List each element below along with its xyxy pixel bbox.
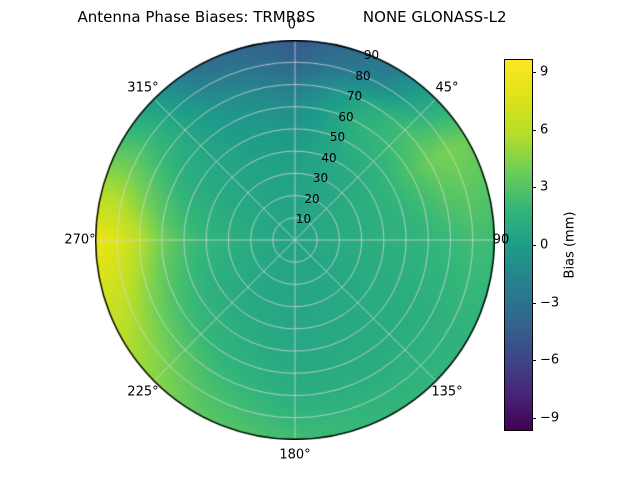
colorbar-axis-label: Bias (mm) xyxy=(562,211,578,279)
colorbar-tick-mark xyxy=(532,417,536,419)
zenith-tick-label: 20 xyxy=(304,191,320,206)
azimuth-tick-label: 270° xyxy=(64,232,96,248)
zenith-tick-label: 40 xyxy=(321,150,337,165)
colorbar-tick-mark xyxy=(532,187,536,189)
chart-title: Antenna Phase Biases: TRMR8S NONE GLONAS… xyxy=(77,8,507,26)
azimuth-tick-label: 315° xyxy=(127,80,159,96)
zenith-tick-label: 50 xyxy=(329,130,346,145)
colorbar-tick-label: −3 xyxy=(540,295,560,310)
colorbar-tick-label: 0 xyxy=(540,237,549,253)
colorbar-tick-mark xyxy=(532,360,536,362)
zenith-tick-label: 30 xyxy=(312,171,329,186)
colorbar-tick-label: 3 xyxy=(540,179,549,195)
azimuth-tick-label: 0° xyxy=(287,17,303,33)
colorbar-tick-mark xyxy=(532,129,536,131)
colorbar-tick-mark xyxy=(532,72,536,74)
zenith-tick-label: 10 xyxy=(295,212,312,227)
colorbar-tick-label: −6 xyxy=(540,352,560,368)
azimuth-tick-label: 90 xyxy=(492,232,510,248)
colorbar-tick-mark xyxy=(532,245,536,246)
colorbar-tick-label: 9 xyxy=(540,64,549,80)
azimuth-tick-label: 225° xyxy=(127,384,159,400)
colorbar-canvas xyxy=(504,59,533,431)
zenith-tick-label: 70 xyxy=(346,89,363,104)
colorbar-tick-label: −9 xyxy=(540,410,560,426)
colorbar-tick-label: 6 xyxy=(540,122,549,138)
zenith-tick-label: 80 xyxy=(355,68,371,83)
zenith-tick-label: 90 xyxy=(363,48,380,63)
azimuth-tick-label: 135° xyxy=(431,384,463,400)
colorbar-tick-mark xyxy=(532,302,536,304)
zenith-tick-label: 60 xyxy=(338,109,354,124)
azimuth-tick-label: 180° xyxy=(279,447,311,463)
polar-heatmap-canvas xyxy=(95,40,495,440)
azimuth-tick-label: 45° xyxy=(435,80,459,96)
